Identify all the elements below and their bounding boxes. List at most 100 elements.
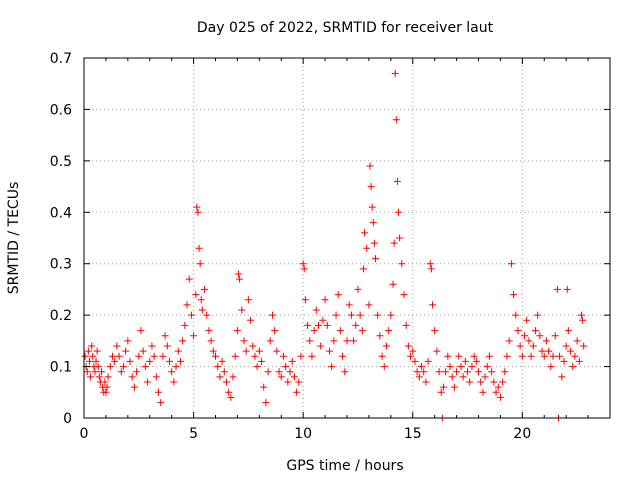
data-point	[319, 316, 327, 324]
y-tick-label: 0.1	[50, 360, 72, 376]
data-point	[201, 285, 209, 293]
data-point	[297, 352, 305, 360]
data-point	[85, 357, 93, 365]
data-point	[527, 352, 535, 360]
data-point	[387, 311, 395, 319]
data-point	[371, 255, 379, 263]
data-point	[459, 373, 467, 381]
data-point	[222, 378, 230, 386]
y-tick-label: 0.6	[50, 102, 72, 118]
data-point	[93, 347, 101, 355]
data-point	[496, 393, 504, 401]
data-point	[262, 399, 270, 407]
x-axis-title: GPS time / hours	[286, 458, 403, 474]
data-point	[251, 352, 259, 360]
data-point	[468, 363, 476, 371]
data-point	[341, 368, 349, 376]
data-point	[155, 388, 163, 396]
data-point	[395, 208, 403, 216]
x-tick-labels: 0 5 10 15 20	[80, 426, 532, 442]
data-point	[516, 342, 524, 350]
data-point	[390, 239, 398, 247]
data-point	[413, 368, 421, 376]
data-point	[345, 301, 353, 309]
data-point	[431, 327, 439, 335]
data-point	[161, 332, 169, 340]
data-point	[273, 347, 281, 355]
data-point	[238, 306, 246, 314]
x-tick-label: 15	[404, 426, 422, 442]
data-point	[240, 337, 248, 345]
data-point	[104, 373, 112, 381]
data-point	[152, 373, 160, 381]
data-point	[538, 347, 546, 355]
data-point	[312, 306, 320, 314]
data-point	[117, 368, 125, 376]
data-point	[455, 352, 463, 360]
data-point	[198, 306, 206, 314]
data-point	[150, 352, 158, 360]
data-point	[225, 388, 233, 396]
data-point	[98, 368, 106, 376]
data-point	[356, 311, 364, 319]
data-point	[499, 378, 507, 386]
data-point	[227, 393, 235, 401]
data-point	[556, 352, 564, 360]
data-point	[137, 327, 145, 335]
data-point	[407, 352, 415, 360]
data-point	[404, 342, 412, 350]
data-point	[181, 321, 189, 329]
data-point	[195, 244, 203, 252]
data-point	[575, 357, 583, 365]
data-point	[146, 357, 154, 365]
data-point	[483, 363, 491, 371]
data-point	[380, 363, 388, 371]
data-point	[571, 352, 579, 360]
data-point	[94, 363, 102, 371]
data-point	[525, 337, 533, 345]
data-point	[139, 347, 147, 355]
data-point	[343, 337, 351, 345]
data-point	[168, 368, 176, 376]
data-point	[295, 378, 303, 386]
data-point	[277, 373, 285, 381]
y-axis-title: SRMTID / TECUs	[6, 182, 22, 295]
data-point	[194, 208, 202, 216]
data-point	[450, 383, 458, 391]
data-point	[89, 352, 97, 360]
data-point	[321, 296, 329, 304]
data-point	[336, 327, 344, 335]
x-tick-label: 5	[189, 426, 198, 442]
data-point	[529, 342, 537, 350]
data-point	[368, 203, 376, 211]
data-point	[352, 321, 360, 329]
data-point	[301, 296, 309, 304]
data-point	[558, 373, 566, 381]
data-point	[553, 285, 561, 293]
data-point	[366, 162, 374, 170]
data-point	[233, 327, 241, 335]
data-point	[203, 311, 211, 319]
data-point	[492, 388, 500, 396]
data-point	[83, 368, 91, 376]
data-point	[103, 383, 111, 391]
data-point	[266, 337, 274, 345]
data-point	[255, 347, 263, 355]
data-point	[409, 347, 417, 355]
data-point	[531, 327, 539, 335]
data-point	[170, 378, 178, 386]
data-point	[442, 368, 450, 376]
data-point	[494, 383, 502, 391]
data-point	[299, 260, 307, 268]
data-point	[385, 327, 393, 335]
data-point	[437, 388, 445, 396]
data-point	[396, 234, 404, 242]
data-point	[216, 373, 224, 381]
data-point	[523, 316, 531, 324]
data-point	[148, 342, 156, 350]
data-point	[165, 357, 173, 365]
data-point	[300, 265, 308, 273]
data-point	[479, 388, 487, 396]
data-point	[271, 327, 279, 335]
